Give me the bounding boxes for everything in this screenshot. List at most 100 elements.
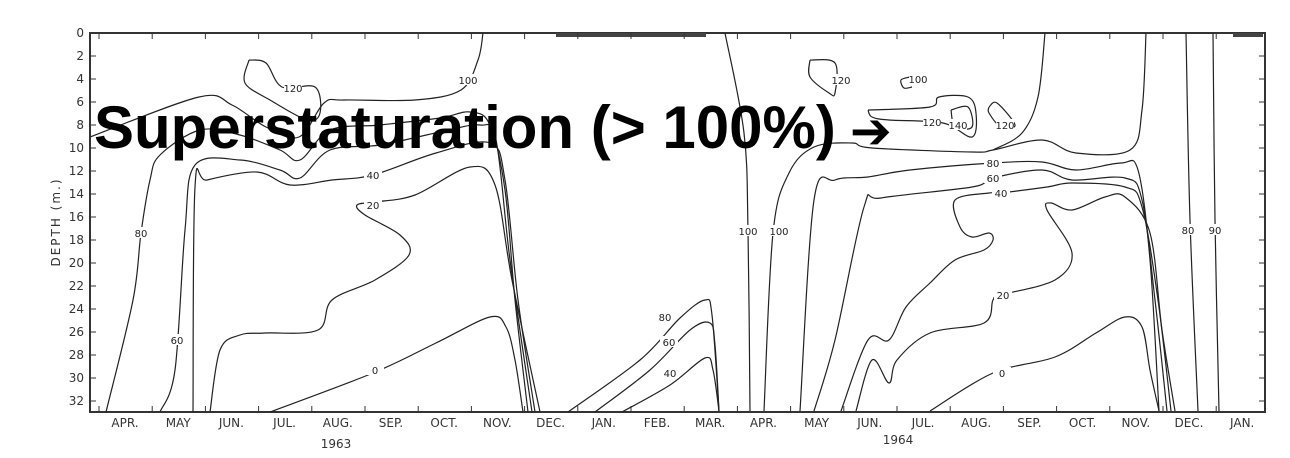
contour-label-bg (739, 225, 757, 236)
x-tick-label: JUL. (911, 416, 935, 430)
contour-label: 60 (171, 336, 184, 347)
contour-label: 60 (663, 338, 676, 349)
contour-label-bg (1206, 224, 1224, 235)
contour-label: 0 (999, 369, 1005, 380)
plot-border (89, 32, 1266, 413)
x-tick-label: AUG. (323, 416, 353, 430)
contour-label-bg (364, 169, 382, 180)
x-tick-label: AUG. (961, 416, 991, 430)
contour-line-40 (840, 182, 1172, 412)
contour-label: 20 (997, 291, 1010, 302)
contour-line-120 (867, 94, 978, 138)
x-tick-label: JUN. (218, 416, 244, 430)
superstaturation-annotation: Superstaturation (> 100%) ➔ (94, 98, 892, 161)
contour-label-bg (660, 336, 678, 347)
x-tick-label: APR. (750, 416, 777, 430)
contour-label-bg (984, 157, 1002, 168)
contour-line-100 (900, 76, 913, 89)
y-tick-label: 14 (69, 187, 84, 201)
x-tick-label: NOV. (483, 416, 512, 430)
contour-label-bg (909, 73, 927, 84)
contour-label: 20 (367, 201, 380, 212)
contour-line-40 (621, 356, 720, 413)
contour-line-100 (992, 32, 1046, 151)
y-tick-label: 22 (69, 279, 84, 293)
y-tick-label: 8 (76, 118, 84, 132)
y-tick-label: 26 (69, 325, 84, 339)
x-tick-label: MAY (166, 416, 192, 430)
year-label-1963: 1963 (321, 437, 352, 451)
contour-label-bg (992, 187, 1010, 198)
x-tick-label: JUL. (272, 416, 296, 430)
contour-line-60 (594, 321, 720, 413)
contour-line-20 (855, 193, 1176, 412)
contour-labels: 100 120 80 60 40 20 0 80 60 40 100 100 80 60 40 20 0 120 1… (132, 73, 1224, 380)
x-axis: APR. MAY JUN. JUL. AUG. SEP. OCT. NOV. DEC. JAN. F… (98, 33, 1254, 430)
y-tick-label: 0 (76, 26, 84, 40)
contour-label: 100 (769, 227, 788, 238)
x-tick-label: SEP. (379, 416, 403, 430)
x-tick-label: MAY (804, 416, 830, 430)
x-tick-label: SEP. (1017, 416, 1041, 430)
y-tick-label: 12 (69, 164, 84, 178)
contour-line-60 (813, 169, 1168, 412)
contour-label: 120 (283, 84, 302, 95)
year-label-1964: 1964 (883, 433, 914, 447)
x-tick-label: JUN. (856, 416, 882, 430)
y-tick-label: 2 (76, 49, 84, 63)
arrow-right-icon: ➔ (849, 102, 892, 160)
contour-label: 40 (995, 189, 1008, 200)
contour-line-80 (799, 159, 1160, 412)
contour-label-bg (993, 367, 1011, 378)
x-tick-label: JAN. (591, 416, 616, 430)
x-tick-label: MAR. (695, 416, 725, 430)
plot-frame (89, 32, 1266, 413)
x-tick-label: APR. (111, 416, 138, 430)
contour-label: 100 (738, 227, 757, 238)
contour-label: 100 (908, 75, 927, 86)
contour-label-bg (132, 227, 150, 238)
contour-lines (89, 32, 1220, 413)
contour-label: 120 (995, 121, 1014, 132)
y-tick-label: 10 (69, 141, 84, 155)
contour-label-bg (949, 119, 967, 130)
contour-line-80 (567, 298, 720, 413)
y-tick-label: 16 (69, 210, 84, 224)
contour-line-0 (269, 315, 524, 413)
contour-label: 40 (664, 369, 677, 380)
contour-label-bg (832, 74, 850, 85)
y-tick-label: 20 (69, 256, 84, 270)
contour-label: 80 (659, 313, 672, 324)
contour-label-bg (923, 116, 941, 127)
contour-label-bg (656, 311, 674, 322)
contour-label-bg (996, 119, 1014, 130)
contour-label-bg (770, 225, 788, 236)
x-tick-label: OCT. (1069, 416, 1097, 430)
contour-label: 120 (831, 76, 850, 87)
contour-line-90 (1212, 32, 1220, 412)
contour-label-bg (168, 334, 186, 345)
x-tick-label: OCT. (430, 416, 458, 430)
y-tick-label: 6 (76, 95, 84, 109)
contour-line-80 (105, 111, 529, 413)
contour-label: 40 (367, 171, 380, 182)
y-tick-label: 4 (76, 72, 84, 86)
contour-label-bg (984, 172, 1002, 183)
contour-label: 140 (948, 121, 967, 132)
contour-label: 100 (458, 76, 477, 87)
contour-line-60 (159, 123, 533, 413)
contour-line-120 (243, 59, 322, 122)
contour-line-0 (929, 316, 1160, 412)
contour-label: 60 (987, 174, 1000, 185)
contour-line-100 (763, 32, 1147, 412)
contour-label-bg (364, 199, 382, 210)
contour-label-bg (366, 364, 384, 375)
contour-label-bg (284, 82, 302, 93)
contour-label-bg (994, 289, 1012, 300)
contour-label-bg (459, 74, 477, 85)
y-tick-label: 30 (69, 371, 84, 385)
y-tick-label: 18 (69, 233, 84, 247)
annotation-text: Superstaturation (> 100%) (94, 94, 836, 161)
y-tick-label: 32 (69, 394, 84, 408)
x-tick-label: DEC. (536, 416, 565, 430)
